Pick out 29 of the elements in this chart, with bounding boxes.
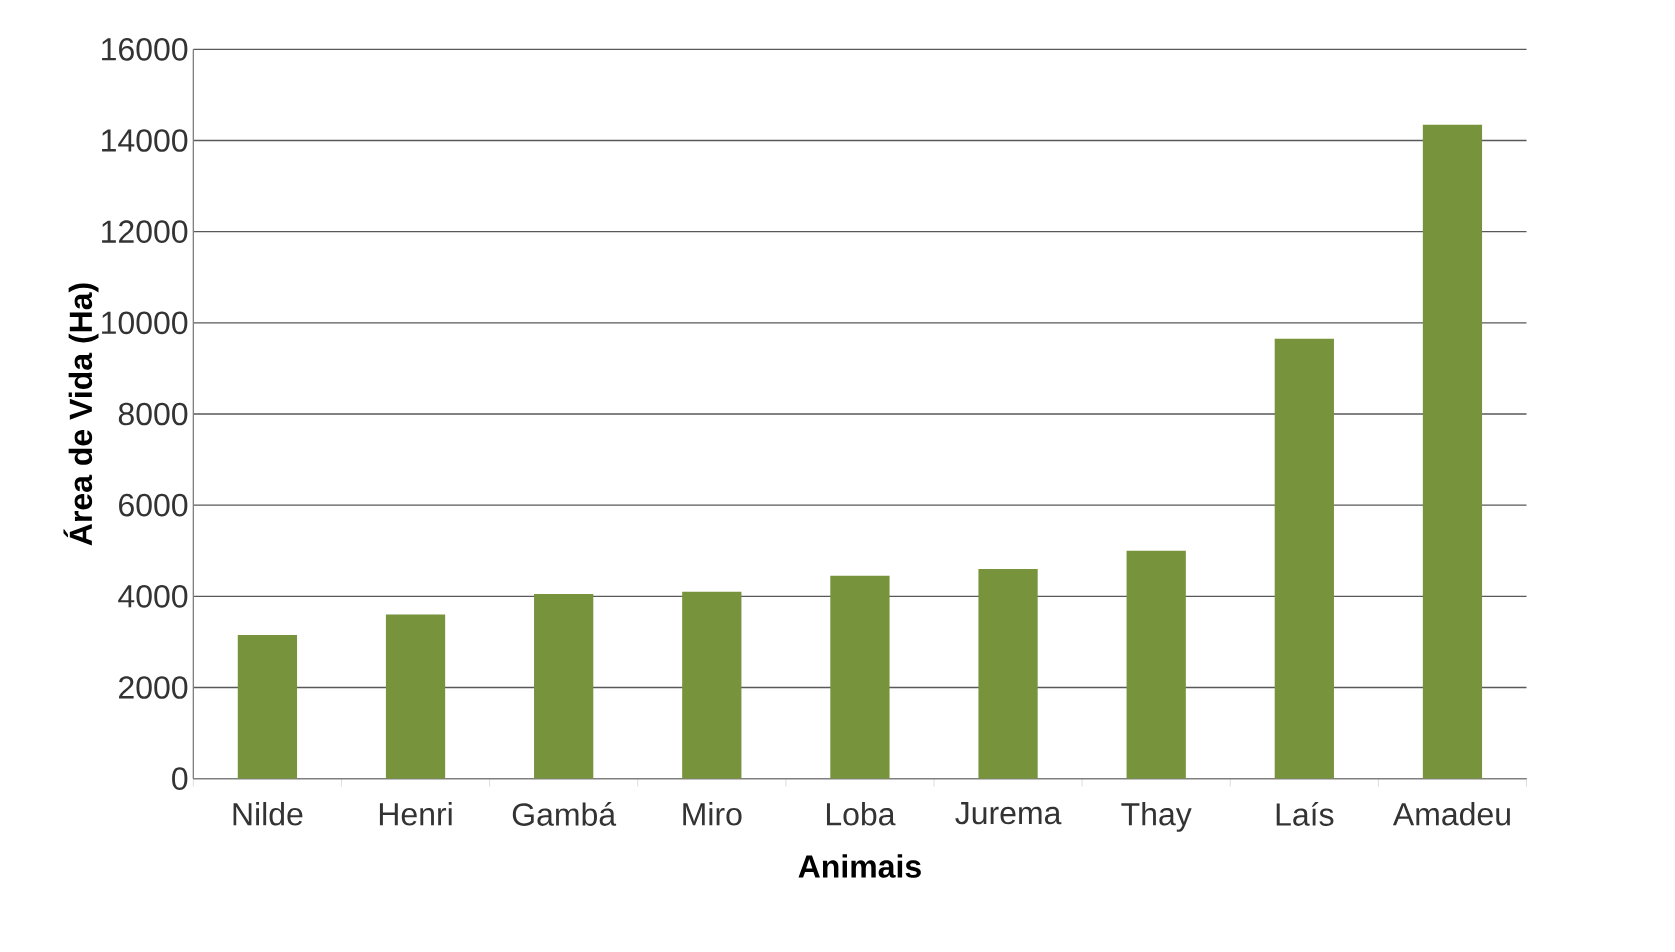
x-tick-label: Loba <box>826 802 896 826</box>
y-tick-label: 6000 <box>119 493 188 517</box>
y-axis-title: Área de Vida (Ha) <box>63 283 99 546</box>
bar <box>1274 338 1334 779</box>
x-tick-label: Gambá <box>512 802 617 826</box>
y-tick-label: 2000 <box>119 676 188 699</box>
x-tick-label: Amadeu <box>1392 802 1510 826</box>
x-axis-title: Animais <box>798 854 921 878</box>
x-tick-label: Nilde <box>233 802 303 826</box>
bar <box>830 575 890 779</box>
y-tick-label: 12000 <box>102 220 188 243</box>
x-tick-label: Laís <box>1276 802 1334 826</box>
y-tick-label: 14000 <box>102 129 188 152</box>
bar <box>1422 124 1483 779</box>
y-tick-label: 10000 <box>102 311 188 335</box>
x-tick-label: Thay <box>1121 802 1192 832</box>
y-tick-label: 16000 <box>102 38 188 61</box>
x-tick-label: Miro <box>683 802 742 826</box>
bar <box>682 591 742 779</box>
bar <box>1126 550 1186 779</box>
bar <box>978 568 1038 779</box>
y-tick-label: 8000 <box>118 402 188 426</box>
bar <box>534 594 594 779</box>
bar <box>237 635 298 779</box>
y-tick-label: 4000 <box>118 585 188 608</box>
bar <box>385 614 446 779</box>
x-tick-label: Henri <box>379 802 452 826</box>
x-tick-label: Jurema <box>955 802 1062 825</box>
y-tick-label: 0 <box>172 767 188 790</box>
